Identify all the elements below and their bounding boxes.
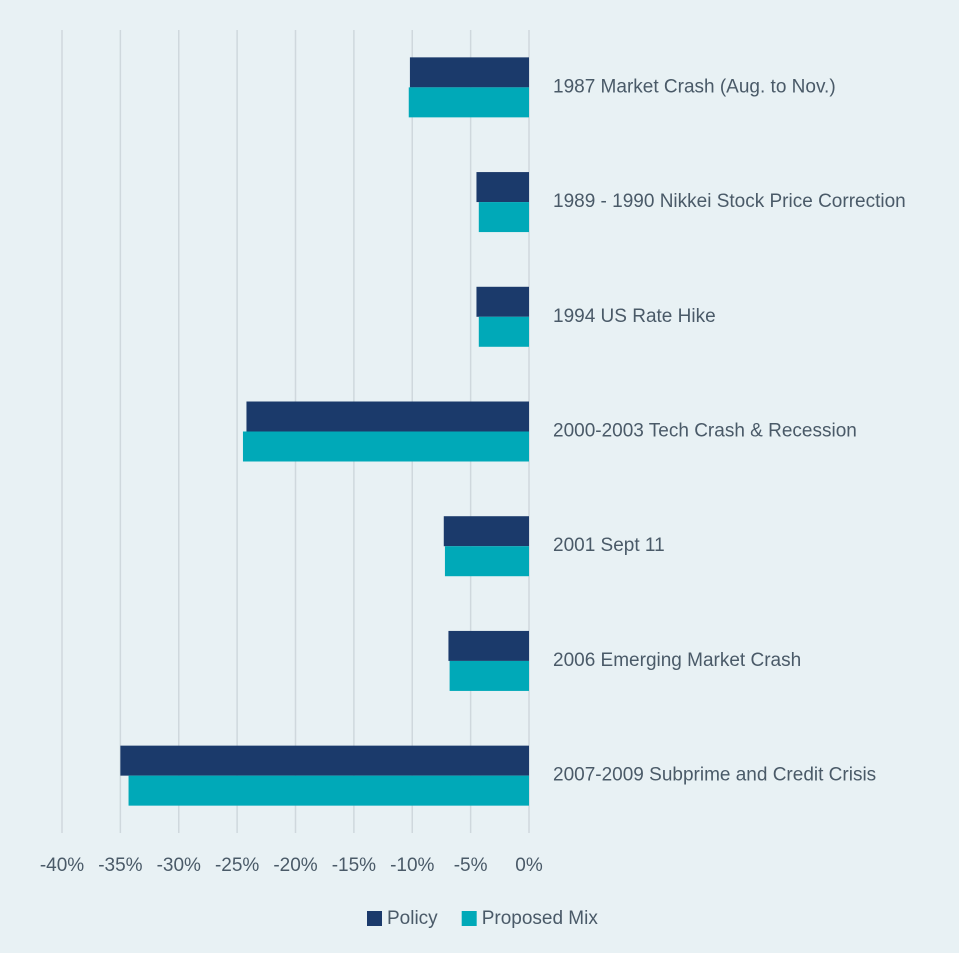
x-tick-label: -20% — [273, 855, 317, 876]
x-tick-label: -15% — [332, 855, 376, 876]
category-label: 1987 Market Crash (Aug. to Nov.) — [553, 76, 836, 97]
bar — [448, 630, 529, 661]
bar — [246, 401, 529, 432]
legend-swatch — [461, 911, 477, 926]
x-tick-label: -40% — [40, 855, 84, 876]
bar — [443, 516, 529, 547]
legend-label: Policy — [387, 908, 438, 929]
bar — [478, 202, 529, 233]
bar — [128, 775, 530, 806]
bar — [478, 316, 529, 347]
bar — [449, 660, 529, 691]
bar — [476, 286, 529, 317]
x-tick-label: -30% — [157, 855, 201, 876]
category-label: 2000-2003 Tech Crash & Recession — [553, 421, 857, 442]
x-tick-label: 0% — [515, 855, 543, 876]
x-tick-label: -25% — [215, 855, 259, 876]
legend-label: Proposed Mix — [482, 908, 599, 929]
bar — [409, 57, 529, 88]
category-label: 2006 Emerging Market Crash — [553, 650, 801, 671]
bar — [444, 546, 529, 577]
legend-swatch — [367, 911, 382, 926]
bar — [408, 87, 529, 118]
category-label: 2001 Sept 11 — [553, 535, 665, 556]
bar — [120, 745, 529, 776]
category-label: 1994 US Rate Hike — [553, 306, 716, 327]
x-tick-label: -35% — [98, 855, 142, 876]
bar — [242, 431, 529, 462]
category-label: 1989 - 1990 Nikkei Stock Price Correctio… — [553, 191, 906, 212]
x-tick-label: -5% — [454, 855, 488, 876]
category-label: 2007-2009 Subprime and Credit Crisis — [553, 765, 876, 786]
bar — [476, 172, 529, 203]
x-tick-label: -10% — [390, 855, 434, 876]
